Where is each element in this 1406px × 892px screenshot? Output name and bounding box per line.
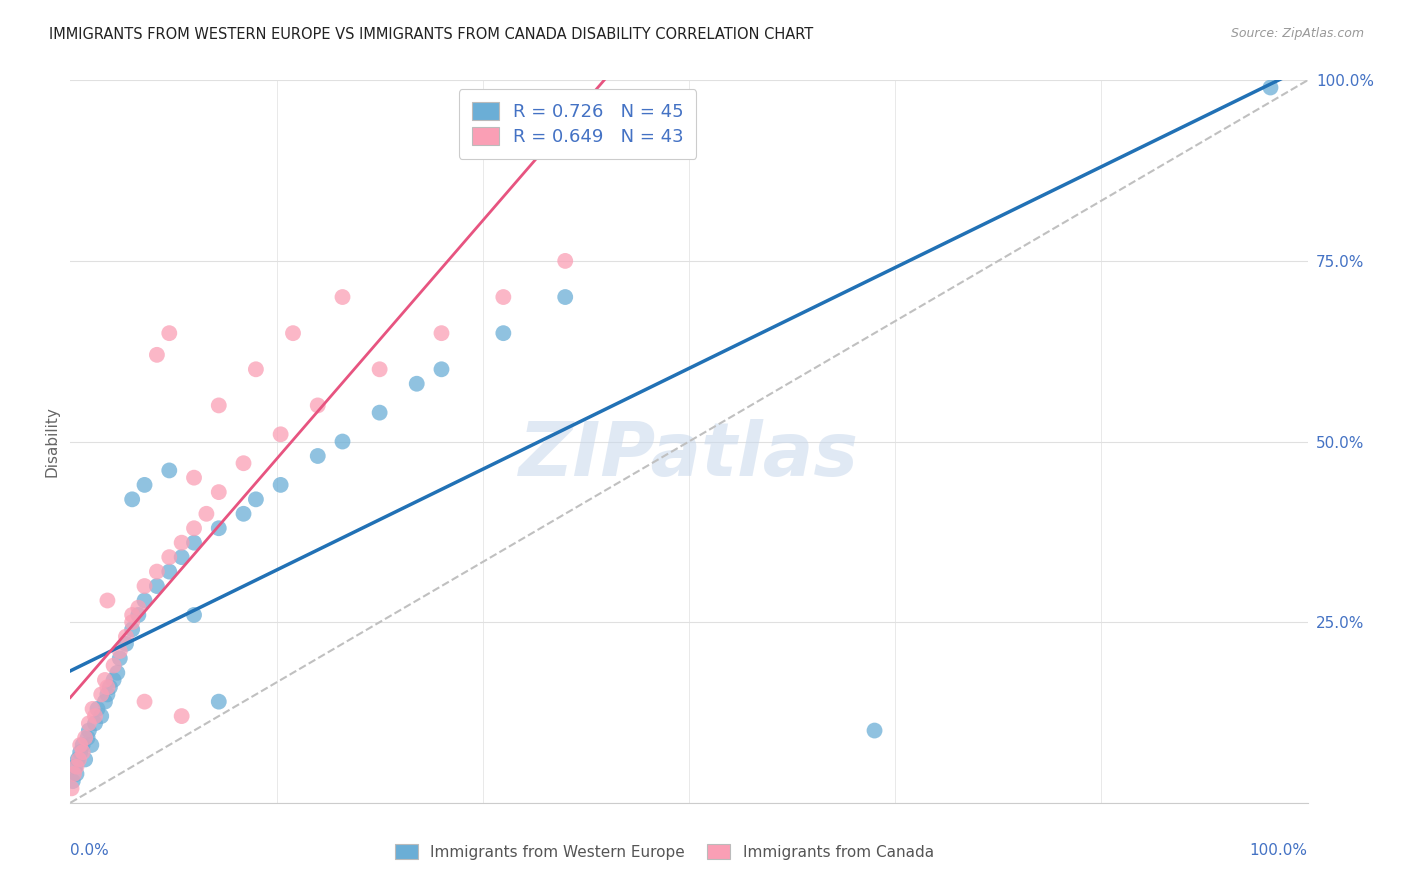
Point: [96, 593, 118, 607]
Point: [170, 535, 193, 549]
Point: [134, 478, 156, 492]
Point: [270, 478, 292, 492]
Point: [208, 485, 231, 500]
Point: [72, 745, 94, 759]
Point: [65, 760, 87, 774]
Point: [170, 550, 193, 565]
Point: [96, 687, 118, 701]
Point: [307, 449, 329, 463]
Point: [332, 290, 354, 304]
Point: [96, 680, 118, 694]
Point: [368, 406, 391, 420]
Point: [1260, 80, 1282, 95]
Point: [90, 687, 112, 701]
Point: [77, 723, 100, 738]
Point: [108, 644, 131, 658]
Point: [115, 630, 138, 644]
Text: 100.0%: 100.0%: [1250, 843, 1308, 857]
Point: [63, 767, 86, 781]
Point: [121, 623, 143, 637]
Point: [94, 673, 117, 687]
Point: [307, 398, 329, 412]
Point: [90, 709, 112, 723]
Point: [232, 507, 254, 521]
Point: [121, 492, 143, 507]
Point: [157, 463, 180, 477]
Point: [127, 600, 149, 615]
Point: [146, 579, 169, 593]
Point: [170, 709, 193, 723]
Point: [863, 723, 886, 738]
Point: [86, 702, 108, 716]
Point: [65, 767, 87, 781]
Point: [232, 456, 254, 470]
Point: [208, 521, 231, 535]
Point: [183, 521, 205, 535]
Point: [84, 716, 107, 731]
Point: [121, 607, 143, 622]
Point: [103, 673, 125, 687]
Point: [60, 781, 83, 796]
Point: [554, 253, 576, 268]
Point: [430, 326, 453, 341]
Text: 0.0%: 0.0%: [70, 843, 110, 857]
Point: [195, 507, 218, 521]
Point: [84, 709, 107, 723]
Point: [183, 535, 205, 549]
Point: [146, 348, 169, 362]
Point: [103, 658, 125, 673]
Point: [127, 607, 149, 622]
Point: [134, 579, 156, 593]
Legend: Immigrants from Western Europe, Immigrants from Canada: Immigrants from Western Europe, Immigran…: [387, 836, 942, 867]
Point: [115, 637, 138, 651]
Point: [492, 326, 515, 341]
Point: [80, 738, 103, 752]
Text: ZIPatlas: ZIPatlas: [519, 419, 859, 492]
Point: [121, 615, 143, 630]
Point: [134, 695, 156, 709]
Point: [183, 607, 205, 622]
Point: [75, 752, 97, 766]
Point: [66, 752, 89, 766]
Point: [98, 680, 121, 694]
Point: [208, 695, 231, 709]
Point: [146, 565, 169, 579]
Point: [76, 731, 98, 745]
Point: [75, 731, 97, 745]
Point: [492, 290, 515, 304]
Text: IMMIGRANTS FROM WESTERN EUROPE VS IMMIGRANTS FROM CANADA DISABILITY CORRELATION : IMMIGRANTS FROM WESTERN EUROPE VS IMMIGR…: [49, 27, 814, 42]
Point: [183, 471, 205, 485]
Point: [405, 376, 427, 391]
Point: [69, 745, 91, 759]
Point: [82, 702, 104, 716]
Point: [208, 398, 231, 412]
Point: [62, 774, 84, 789]
Point: [245, 492, 267, 507]
Point: [157, 326, 180, 341]
Point: [72, 738, 94, 752]
Point: [94, 695, 117, 709]
Point: [105, 665, 128, 680]
Y-axis label: Disability: Disability: [44, 406, 59, 477]
Point: [77, 716, 100, 731]
Point: [281, 326, 304, 341]
Point: [69, 738, 91, 752]
Point: [134, 593, 156, 607]
Point: [332, 434, 354, 449]
Point: [430, 362, 453, 376]
Text: Source: ZipAtlas.com: Source: ZipAtlas.com: [1230, 27, 1364, 40]
Point: [67, 752, 90, 766]
Point: [157, 550, 180, 565]
Point: [65, 760, 87, 774]
Point: [270, 427, 292, 442]
Point: [245, 362, 267, 376]
Point: [157, 565, 180, 579]
Point: [108, 651, 131, 665]
Point: [554, 290, 576, 304]
Point: [368, 362, 391, 376]
